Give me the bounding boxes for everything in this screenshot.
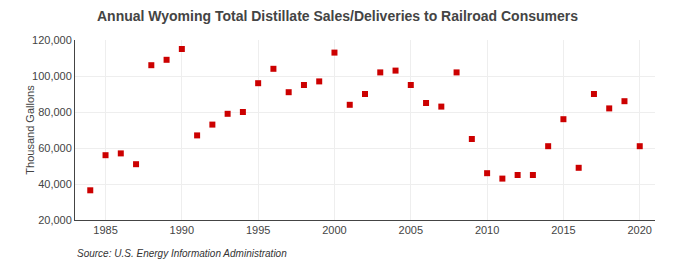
svg-text:80,000: 80,000 bbox=[38, 106, 72, 118]
svg-text:2015: 2015 bbox=[551, 224, 575, 236]
svg-text:100,000: 100,000 bbox=[32, 70, 72, 82]
svg-text:20,000: 20,000 bbox=[38, 214, 72, 226]
svg-text:2020: 2020 bbox=[627, 224, 651, 236]
svg-text:Thousand Gallons: Thousand Gallons bbox=[24, 85, 36, 175]
svg-text:1995: 1995 bbox=[246, 224, 270, 236]
svg-text:Source: U.S. Energy Informatio: Source: U.S. Energy Information Administ… bbox=[77, 248, 287, 259]
svg-text:Annual Wyoming Total Distillat: Annual Wyoming Total Distillate Sales/De… bbox=[97, 8, 578, 24]
svg-text:40,000: 40,000 bbox=[38, 178, 72, 190]
svg-text:60,000: 60,000 bbox=[38, 142, 72, 154]
svg-text:2005: 2005 bbox=[399, 224, 423, 236]
svg-text:1990: 1990 bbox=[170, 224, 194, 236]
svg-text:120,000: 120,000 bbox=[32, 34, 72, 46]
svg-text:2010: 2010 bbox=[475, 224, 499, 236]
svg-text:1985: 1985 bbox=[93, 224, 117, 236]
svg-text:2000: 2000 bbox=[322, 224, 346, 236]
